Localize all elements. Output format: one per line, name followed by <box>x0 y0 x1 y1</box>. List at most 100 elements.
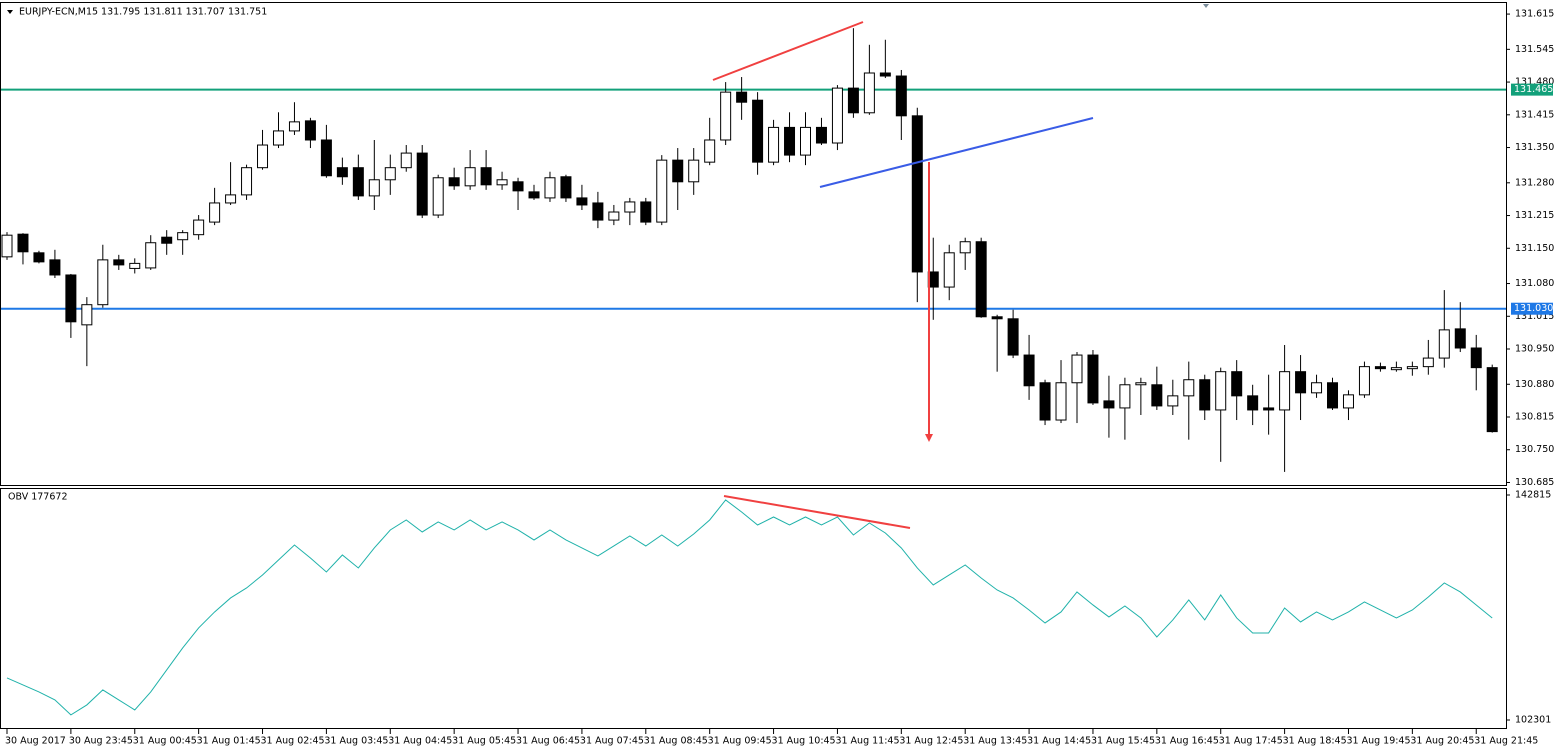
candle-body <box>432 177 444 216</box>
candle-body <box>129 262 141 269</box>
candle-body <box>113 259 125 266</box>
candle-body <box>736 91 748 103</box>
candle-body <box>672 159 684 183</box>
y-tick-label: 131.350 <box>1515 142 1554 153</box>
x-tick-label: 31 Aug 09:45 <box>708 736 772 747</box>
candle-body <box>544 177 556 199</box>
candle-body <box>879 72 891 77</box>
candle-body <box>512 181 524 192</box>
obv-line <box>6 499 1493 716</box>
trend-line <box>712 21 864 81</box>
x-tick-label: 31 Aug 14:45 <box>1027 736 1091 747</box>
candle-body <box>1231 371 1243 397</box>
trend-line <box>819 117 1094 188</box>
y-tick-label: 131.615 <box>1515 9 1554 20</box>
candle-body <box>911 115 923 273</box>
y-tick-label: 130.685 <box>1515 477 1554 488</box>
x-tick-label: 31 Aug 16:45 <box>1155 736 1219 747</box>
candle-body <box>800 126 811 156</box>
candle-body <box>1199 379 1211 411</box>
x-tick-label: 31 Aug 18:45 <box>1283 736 1347 747</box>
candle-body <box>368 179 380 197</box>
candle-body <box>257 144 269 169</box>
candle-body <box>97 259 109 306</box>
candle-body <box>784 126 796 156</box>
x-tick-label: 31 Aug 17:45 <box>1219 736 1283 747</box>
candle-body <box>49 259 61 276</box>
trend-line <box>723 495 911 529</box>
candle-body <box>448 177 460 187</box>
candle-body <box>1007 318 1019 356</box>
candle-body <box>496 179 508 186</box>
candle-body <box>65 274 77 323</box>
candle-body <box>1374 366 1386 370</box>
candle-body <box>1406 366 1418 370</box>
y-tick-label: 131.150 <box>1515 243 1554 254</box>
price-tag-label: 131.465 <box>1514 84 1553 95</box>
y-tick-label: 131.480 <box>1515 77 1554 88</box>
candle-body <box>1215 371 1227 411</box>
indicator-title: OBV 177672 <box>8 492 68 503</box>
x-tick-label: 31 Aug 20:45 <box>1410 736 1474 747</box>
candle-body <box>1 234 13 258</box>
candle-body <box>400 152 412 169</box>
candle-body <box>480 167 492 186</box>
candle-body <box>1358 366 1370 396</box>
candle-body <box>272 130 284 146</box>
y-tick-label: 130.880 <box>1515 379 1554 390</box>
candle-body <box>1454 328 1466 349</box>
candle-body <box>464 167 476 187</box>
candle-body <box>288 121 300 132</box>
y-tick-label: 131.280 <box>1515 177 1554 188</box>
candle-body <box>1327 382 1339 409</box>
x-tick-label: 31 Aug 00:45 <box>133 736 197 747</box>
y-tick-label: 130.950 <box>1515 344 1554 355</box>
y-tick-label: 142815 <box>1515 489 1551 500</box>
candle-body <box>336 167 348 178</box>
candle-body <box>304 120 316 141</box>
x-tick-label: 31 Aug 19:45 <box>1346 736 1410 747</box>
symbol-menu-arrow <box>7 10 13 14</box>
y-tick-label: 102301 <box>1515 714 1551 725</box>
candle-body <box>177 232 189 241</box>
candle-body <box>592 202 604 221</box>
candle-body <box>1039 382 1051 421</box>
indicator-window-frame <box>0 488 1507 729</box>
candle-body <box>1247 395 1259 411</box>
x-tick-label: 31 Aug 07:45 <box>580 736 644 747</box>
y-tick-label: 131.080 <box>1515 278 1554 289</box>
candle-body <box>1295 371 1307 394</box>
candle-body <box>959 241 971 254</box>
x-tick-label: 31 Aug 08:45 <box>644 736 708 747</box>
candle-body <box>1390 367 1402 371</box>
candle-body <box>352 167 364 197</box>
x-tick-label: 31 Aug 06:45 <box>516 736 580 747</box>
candle-body <box>656 159 668 223</box>
y-tick-label: 131.415 <box>1515 109 1554 120</box>
shift-marker <box>1203 4 1209 8</box>
candle-body <box>847 87 859 114</box>
candle-body <box>1470 347 1482 369</box>
candle-body <box>1087 354 1099 404</box>
x-tick-label: 31 Aug 15:45 <box>1091 736 1155 747</box>
candle-body <box>640 201 652 223</box>
price-tag-label: 131.030 <box>1514 303 1553 314</box>
y-tick-label: 131.215 <box>1515 210 1554 221</box>
candle-body <box>991 316 1003 320</box>
candle-body <box>752 99 764 163</box>
plot-layer: 131.615 131.545 131.480 131.415 131.350 131.2… <box>1 9 1554 747</box>
x-tick-label: 31 Aug 13:45 <box>963 736 1027 747</box>
candle-body <box>1311 382 1323 394</box>
candle-body <box>704 139 716 163</box>
x-tick-label: 31 Aug 21:45 <box>1474 736 1538 747</box>
candle-body <box>416 152 428 216</box>
candle-body <box>384 167 396 181</box>
candle-body <box>1422 357 1434 368</box>
x-tick-label: 31 Aug 02:45 <box>261 736 325 747</box>
candle-body <box>576 197 588 206</box>
candle-body <box>81 304 93 326</box>
candle-body <box>1055 382 1067 421</box>
candle-body <box>145 242 157 269</box>
